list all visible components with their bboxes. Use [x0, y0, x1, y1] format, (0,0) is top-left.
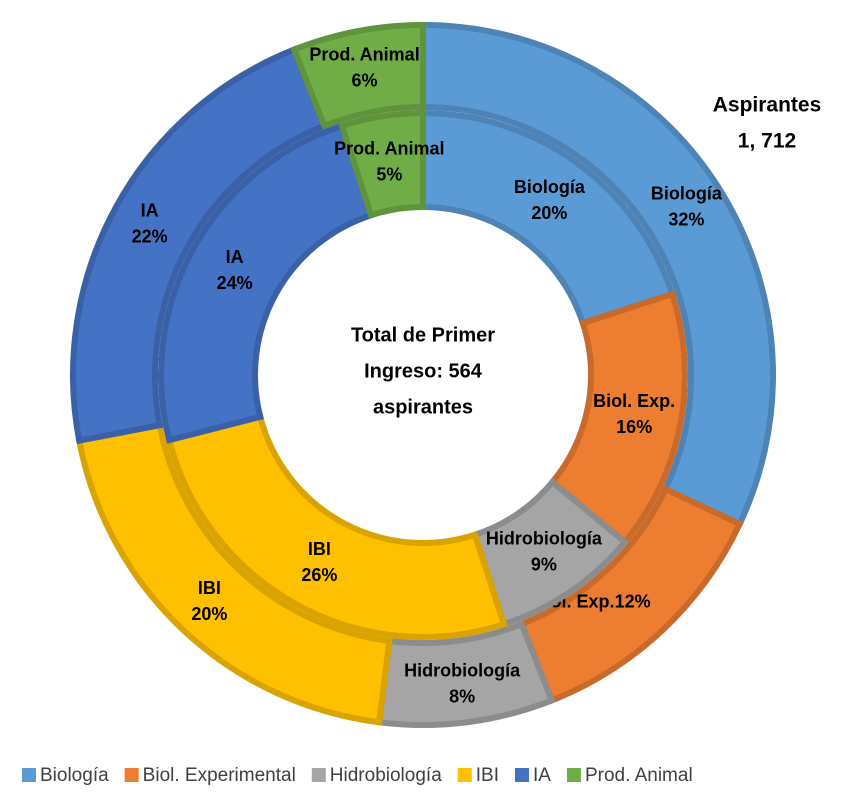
center-text: Ingreso: 564	[364, 360, 483, 382]
legend-label: Biología	[40, 765, 109, 786]
legend-label: Hidrobiología	[330, 765, 442, 786]
donut-slice	[420, 109, 676, 327]
slice-label-value: 20%	[191, 604, 227, 624]
slice-label-value: 5%	[376, 164, 402, 184]
donut-slice	[290, 21, 426, 130]
legend-swatch	[22, 768, 36, 782]
slice-label-value: 9%	[531, 555, 557, 575]
legend-label: IA	[533, 765, 551, 786]
slice-label-value: 16%	[616, 417, 652, 437]
slice-label-value: 20%	[531, 203, 567, 223]
slice-label-name: Biología	[651, 184, 723, 204]
slice-label-value: 32%	[668, 210, 704, 230]
center-text: Total de Primer	[351, 324, 495, 346]
legend-swatch	[457, 768, 472, 782]
slice-label-value: 24%	[217, 273, 253, 293]
slice-label-name: Prod. Animal	[309, 44, 419, 64]
legend-swatch	[515, 768, 529, 782]
annotation: 1, 712	[738, 130, 796, 153]
slice-label-value: 8%	[449, 686, 475, 706]
annotation: Aspirantes	[713, 94, 822, 117]
legend-swatch	[566, 768, 581, 782]
donut-slice	[158, 122, 375, 444]
slice-label-value: 22%	[132, 226, 168, 246]
donut-slice	[420, 21, 776, 529]
legend-label: Prod. Animal	[585, 765, 693, 786]
center-text: aspirantes	[373, 396, 473, 418]
slice-label-name: Prod. Animal	[334, 138, 444, 158]
donut-slice	[165, 413, 508, 640]
slice-label-value: 6%	[352, 70, 378, 90]
slice-label-name: IA	[141, 200, 159, 220]
slice-label-name: IBI	[308, 539, 331, 559]
slice-label-name: IBI	[198, 578, 221, 598]
legend-swatch	[311, 768, 326, 782]
slice-label-name: Hidrobiología	[486, 529, 603, 549]
slice-label-value: 12%	[615, 591, 651, 611]
slice-label-name: Hidrobiología	[404, 660, 521, 680]
slice-label-value: 26%	[301, 565, 337, 585]
donut-slice	[338, 109, 426, 220]
legend: Biología Biol. Experimental Hidrobiología I…	[22, 765, 693, 786]
legend-label: IBI	[476, 765, 499, 786]
slice-label-name: Biol. Exp.	[593, 391, 675, 411]
slice-label-name: Biología	[514, 177, 586, 197]
legend-label: Biol. Experimental	[143, 765, 296, 786]
slice-label-name: IA	[226, 247, 244, 267]
legend-swatch	[124, 768, 139, 782]
